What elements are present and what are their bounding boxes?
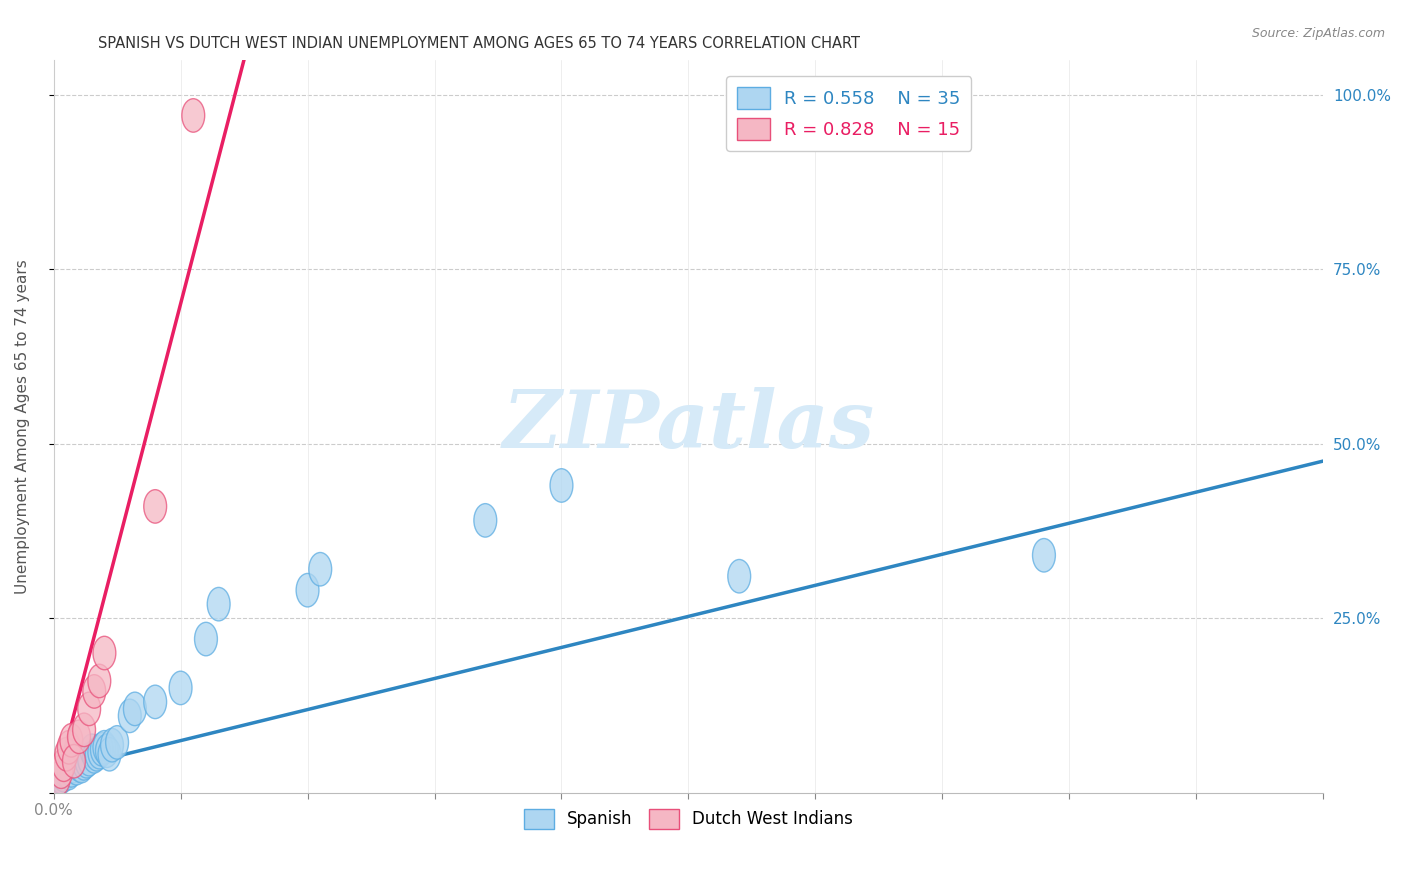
Ellipse shape <box>80 734 103 767</box>
Ellipse shape <box>77 692 101 725</box>
Ellipse shape <box>52 748 75 781</box>
Ellipse shape <box>49 761 73 794</box>
Ellipse shape <box>89 665 111 698</box>
Ellipse shape <box>60 723 83 757</box>
Ellipse shape <box>77 742 101 776</box>
Ellipse shape <box>58 756 80 789</box>
Ellipse shape <box>143 490 167 524</box>
Ellipse shape <box>70 749 93 783</box>
Ellipse shape <box>101 729 124 762</box>
Text: ZIPatlas: ZIPatlas <box>502 387 875 465</box>
Ellipse shape <box>83 739 105 773</box>
Ellipse shape <box>62 749 86 783</box>
Ellipse shape <box>90 732 114 766</box>
Ellipse shape <box>55 755 77 789</box>
Ellipse shape <box>60 754 83 787</box>
Y-axis label: Unemployment Among Ages 65 to 74 years: Unemployment Among Ages 65 to 74 years <box>15 259 30 593</box>
Ellipse shape <box>194 623 218 656</box>
Ellipse shape <box>73 747 96 780</box>
Ellipse shape <box>67 748 90 781</box>
Ellipse shape <box>143 685 167 719</box>
Ellipse shape <box>86 738 108 771</box>
Ellipse shape <box>93 636 115 670</box>
Ellipse shape <box>105 725 128 759</box>
Ellipse shape <box>55 738 77 771</box>
Ellipse shape <box>58 731 80 764</box>
Ellipse shape <box>297 574 319 607</box>
Ellipse shape <box>1032 539 1056 572</box>
Ellipse shape <box>169 671 193 705</box>
Ellipse shape <box>550 468 572 502</box>
Ellipse shape <box>207 588 231 621</box>
Ellipse shape <box>93 731 115 764</box>
Text: Source: ZipAtlas.com: Source: ZipAtlas.com <box>1251 27 1385 40</box>
Ellipse shape <box>62 745 86 778</box>
Ellipse shape <box>118 699 141 732</box>
Ellipse shape <box>49 755 73 789</box>
Ellipse shape <box>48 762 70 796</box>
Ellipse shape <box>98 738 121 771</box>
Ellipse shape <box>181 99 205 132</box>
Ellipse shape <box>89 735 111 769</box>
Ellipse shape <box>67 720 90 754</box>
Text: SPANISH VS DUTCH WEST INDIAN UNEMPLOYMENT AMONG AGES 65 TO 74 YEARS CORRELATION : SPANISH VS DUTCH WEST INDIAN UNEMPLOYMEN… <box>98 36 860 51</box>
Ellipse shape <box>474 504 496 537</box>
Legend: Spanish, Dutch West Indians: Spanish, Dutch West Indians <box>517 802 860 836</box>
Ellipse shape <box>48 762 70 796</box>
Ellipse shape <box>96 734 118 767</box>
Ellipse shape <box>83 674 105 708</box>
Ellipse shape <box>52 758 75 792</box>
Ellipse shape <box>728 559 751 593</box>
Ellipse shape <box>75 745 98 778</box>
Ellipse shape <box>73 713 96 747</box>
Ellipse shape <box>309 552 332 586</box>
Ellipse shape <box>65 751 89 785</box>
Ellipse shape <box>124 692 146 725</box>
